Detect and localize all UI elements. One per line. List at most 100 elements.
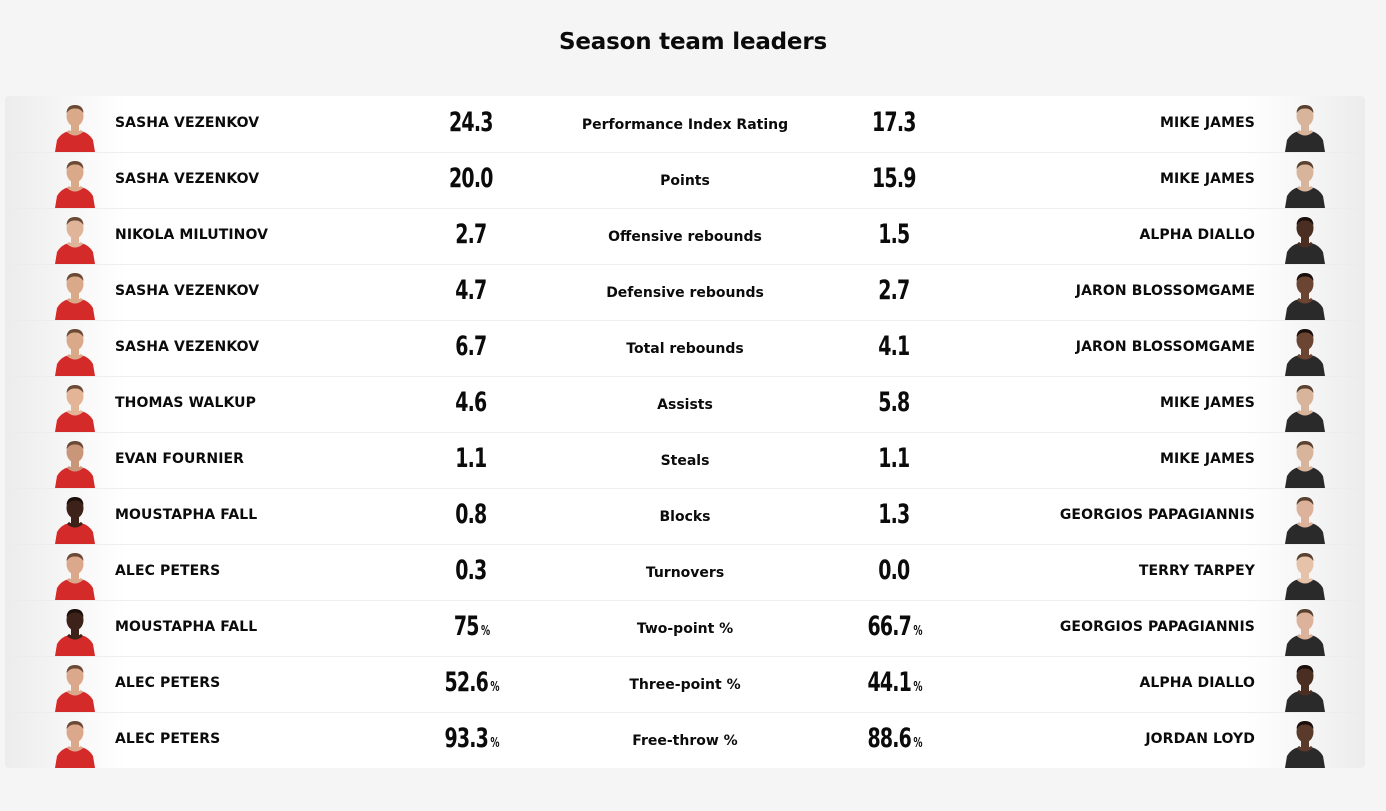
home-player-name[interactable]: THOMAS WALKUP [115,395,256,411]
home-player-name[interactable]: ALEC PETERS [115,731,221,747]
away-stat-value: 1.3 [840,500,949,535]
home-value-unit: % [481,624,491,639]
away-value-number: 2.7 [878,275,910,306]
home-player-photo[interactable] [53,438,97,488]
home-player-name[interactable]: ALEC PETERS [115,563,221,579]
away-stat-value: 1.1 [840,444,949,479]
away-player-photo[interactable] [1283,326,1327,376]
away-player-name[interactable]: JORDAN LOYD [1145,731,1255,747]
away-player-name[interactable]: GEORGIOS PAPAGIANNIS [1059,619,1255,635]
away-player-photo[interactable] [1283,494,1327,544]
away-value-number: 44.1 [867,667,912,698]
home-value-number: 1.1 [455,443,487,474]
away-stat-value: 15.9 [840,164,949,199]
home-player-name[interactable]: SASHA VEZENKOV [115,171,260,187]
leader-row: SASHA VEZENKOV 24.3 Performance Index Rati… [5,96,1365,152]
home-player-photo[interactable] [53,270,97,320]
home-player-photo[interactable] [53,326,97,376]
stat-category-label: Total rebounds [626,341,744,357]
home-player-name[interactable]: EVAN FOURNIER [115,451,245,467]
away-value-number: 1.5 [878,219,910,250]
leader-row: MOUSTAPHA FALL 0.8 Blocks 1.3 GEORGIOS PAPAG… [5,488,1365,544]
away-player-name[interactable]: TERRY TARPEY [1138,563,1255,579]
home-stat-value: 93.3% [417,724,526,759]
home-player-name[interactable]: SASHA VEZENKOV [115,283,260,299]
away-stat-value: 17.3 [840,108,949,143]
home-player-photo[interactable] [53,662,97,712]
away-value-number: 15.9 [872,163,916,194]
away-player-photo[interactable] [1283,214,1327,264]
home-value-number: 0.8 [455,499,487,530]
home-value-number: 20.0 [449,163,493,194]
away-player-photo[interactable] [1283,382,1327,432]
leader-row: ALEC PETERS 52.6% Three-point % 44.1% ALPHA … [5,656,1365,712]
away-stat-value: 2.7 [840,276,949,311]
away-player-name[interactable]: MIKE JAMES [1159,451,1255,467]
home-value-number: 4.6 [455,387,487,418]
home-player-name[interactable]: SASHA VEZENKOV [115,339,260,355]
away-player-name[interactable]: MIKE JAMES [1159,115,1255,131]
away-value-number: 1.1 [878,443,910,474]
away-player-name[interactable]: JARON BLOSSOMGAME [1075,283,1255,299]
home-value-number: 93.3 [444,723,489,754]
away-player-photo[interactable] [1283,158,1327,208]
away-value-number: 5.8 [878,387,910,418]
leader-row: ALEC PETERS 0.3 Turnovers 0.0 TERRY TARPEY [5,544,1365,600]
home-value-unit: % [490,680,500,695]
away-stat-value: 0.0 [840,556,949,591]
stat-category-label: Performance Index Rating [581,117,789,133]
leader-row: EVAN FOURNIER 1.1 Steals 1.1 MIKE JAMES [5,432,1365,488]
away-player-name[interactable]: MIKE JAMES [1159,395,1255,411]
home-value-number: 2.7 [455,219,487,250]
stat-category-label: Offensive rebounds [608,229,762,245]
home-player-photo[interactable] [53,102,97,152]
home-stat-value: 6.7 [417,332,526,367]
away-value-number: 1.3 [878,499,910,530]
leader-row: ALEC PETERS 93.3% Free-throw % 88.6% JORDAN … [5,712,1365,768]
home-player-photo[interactable] [53,606,97,656]
stat-category-label: Blocks [659,509,711,525]
home-player-photo[interactable] [53,494,97,544]
away-player-name[interactable]: ALPHA DIALLO [1139,227,1255,243]
away-stat-value: 66.7% [840,612,949,647]
home-stat-value: 4.7 [417,276,526,311]
leader-row: NIKOLA MILUTINOV 2.7 Offensive rebounds 1.5… [5,208,1365,264]
away-player-name[interactable]: JARON BLOSSOMGAME [1075,339,1255,355]
home-value-number: 0.3 [455,555,487,586]
home-player-name[interactable]: SASHA VEZENKOV [115,115,260,131]
stat-category-label: Points [660,173,710,189]
away-player-photo[interactable] [1283,550,1327,600]
away-player-photo[interactable] [1283,718,1327,768]
away-value-number: 4.1 [878,331,910,362]
away-stat-value: 1.5 [840,220,949,255]
home-player-photo[interactable] [53,550,97,600]
away-value-number: 0.0 [878,555,910,586]
home-stat-value: 2.7 [417,220,526,255]
home-player-photo[interactable] [53,718,97,768]
home-player-photo[interactable] [53,158,97,208]
away-player-photo[interactable] [1283,606,1327,656]
home-player-photo[interactable] [53,214,97,264]
away-player-photo[interactable] [1283,438,1327,488]
away-player-name[interactable]: ALPHA DIALLO [1139,675,1255,691]
away-stat-value: 4.1 [840,332,949,367]
away-player-photo[interactable] [1283,270,1327,320]
away-stat-value: 5.8 [840,388,949,423]
home-player-name[interactable]: MOUSTAPHA FALL [115,619,258,635]
home-value-number: 75 [453,611,480,642]
away-player-photo[interactable] [1283,102,1327,152]
home-player-name[interactable]: MOUSTAPHA FALL [115,507,258,523]
away-value-number: 88.6 [867,723,912,754]
home-player-photo[interactable] [53,382,97,432]
away-player-name[interactable]: GEORGIOS PAPAGIANNIS [1059,507,1255,523]
home-player-name[interactable]: NIKOLA MILUTINOV [115,227,269,243]
away-player-photo[interactable] [1283,662,1327,712]
stat-category-label: Three-point % [629,677,741,693]
stat-category-label: Steals [660,453,710,469]
home-stat-value: 4.6 [417,388,526,423]
home-player-name[interactable]: ALEC PETERS [115,675,221,691]
away-player-name[interactable]: MIKE JAMES [1159,171,1255,187]
home-stat-value: 75% [417,612,526,647]
away-stat-value: 44.1% [840,668,949,703]
away-value-unit: % [913,736,923,751]
